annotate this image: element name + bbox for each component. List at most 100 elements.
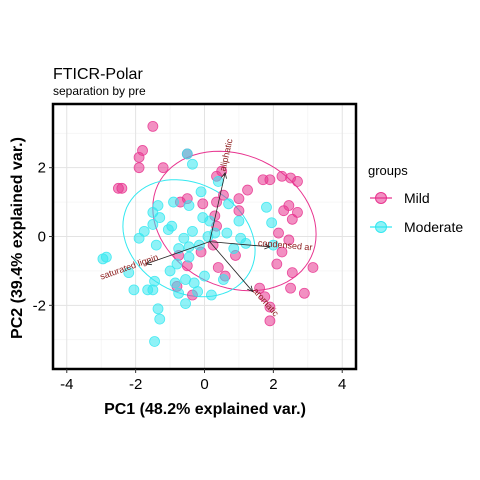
point-mild [298, 287, 310, 299]
point-mild [273, 227, 284, 239]
point-moderate [154, 313, 166, 325]
point-moderate [233, 215, 245, 227]
point-moderate [266, 217, 278, 229]
point-mild [254, 282, 265, 294]
point-moderate [164, 265, 176, 277]
y-tick-label: 0 [38, 229, 46, 246]
ellipse-mild [152, 150, 317, 292]
point-mild [133, 162, 145, 174]
point-mild [307, 262, 319, 273]
point-mild [271, 258, 283, 270]
point-moderate [181, 148, 193, 160]
point-moderate [97, 253, 109, 265]
legend-key-moderate [375, 221, 387, 233]
point-moderate [152, 303, 164, 315]
point-moderate [173, 287, 185, 299]
point-mild [147, 120, 159, 132]
point-mild [283, 234, 295, 246]
point-moderate [180, 298, 191, 310]
loading-label: condensed ar [258, 238, 313, 253]
x-axis-title: PC1 (48.2% explained var.) [104, 401, 306, 418]
point-mild [197, 198, 209, 210]
point-moderate [187, 225, 198, 237]
point-moderate [168, 196, 179, 208]
point-moderate [221, 227, 233, 239]
loading-arrow-line [209, 241, 270, 248]
loading-arrow-head [221, 171, 227, 179]
point-mild [157, 162, 169, 174]
y-axis-title: PC2 (39.4% explained var.) [9, 137, 26, 339]
legend-label-mild: Mild [404, 190, 430, 206]
point-moderate [240, 237, 252, 249]
point-mild [286, 267, 298, 279]
point-mild [264, 174, 276, 186]
point-moderate [205, 289, 217, 301]
point-mild [233, 205, 245, 217]
point-moderate [228, 243, 240, 254]
point-mild [264, 315, 276, 327]
point-mild [278, 205, 290, 217]
point-moderate [173, 243, 185, 254]
y-tick-label: 2 [38, 160, 46, 177]
loading-arrow-head [145, 259, 152, 266]
point-moderate [218, 274, 229, 285]
x-tick-label: -2 [129, 376, 142, 393]
point-moderate [133, 232, 145, 244]
point-moderate [183, 200, 195, 211]
chart-title: FTICR-Polar [53, 66, 143, 83]
point-moderate [154, 212, 166, 223]
loading-label: aliphatic [218, 137, 235, 172]
point-mild [233, 193, 245, 205]
point-mild [264, 301, 276, 313]
point-moderate [149, 336, 160, 347]
point-mild [242, 184, 253, 196]
point-moderate [147, 219, 159, 230]
legend-title: groups [368, 163, 408, 178]
axis-ticks: -4 -2 0 2 4 -2 0 2 [33, 160, 347, 393]
point-moderate [169, 277, 181, 289]
legend-key-mild [375, 192, 387, 204]
data-points [97, 120, 319, 347]
point-moderate [183, 251, 195, 263]
x-tick-label: 0 [200, 376, 208, 393]
point-moderate [261, 201, 272, 213]
point-mild [133, 151, 145, 163]
point-moderate [223, 198, 235, 210]
chart-subtitle: separation by pre [53, 84, 146, 98]
point-mild [285, 282, 296, 294]
loading-arrow-line [209, 172, 226, 242]
point-moderate [142, 284, 154, 296]
point-moderate [171, 258, 183, 270]
point-moderate [150, 239, 162, 251]
point-moderate [195, 186, 207, 198]
point-mild [276, 246, 288, 258]
x-tick-label: -4 [60, 376, 73, 393]
point-mild [259, 291, 271, 303]
point-moderate [199, 270, 210, 282]
point-mild [292, 176, 303, 187]
loading-arrow-line [209, 241, 254, 292]
legend: groups Mild Moderate [368, 163, 463, 235]
loading-arrow-line [145, 241, 210, 265]
point-mild [286, 213, 298, 225]
loading-arrow-head [264, 243, 271, 250]
point-mild [211, 196, 222, 208]
legend-label-moderate: Moderate [404, 219, 463, 235]
legend-item-moderate: Moderate [370, 219, 463, 235]
point-mild [116, 182, 128, 194]
point-moderate [123, 267, 135, 279]
x-tick-label: 2 [269, 376, 277, 393]
legend-item-mild: Mild [370, 190, 430, 206]
point-moderate [212, 176, 224, 187]
point-moderate [178, 232, 190, 244]
x-tick-label: 4 [338, 376, 346, 393]
y-tick-label: -2 [33, 297, 46, 314]
loading-label: aromatic [251, 286, 281, 319]
major-gridlines [53, 104, 356, 369]
point-moderate [187, 158, 198, 170]
point-moderate [128, 284, 140, 296]
point-moderate [267, 239, 279, 251]
point-moderate [192, 286, 204, 297]
point-moderate [166, 220, 178, 232]
